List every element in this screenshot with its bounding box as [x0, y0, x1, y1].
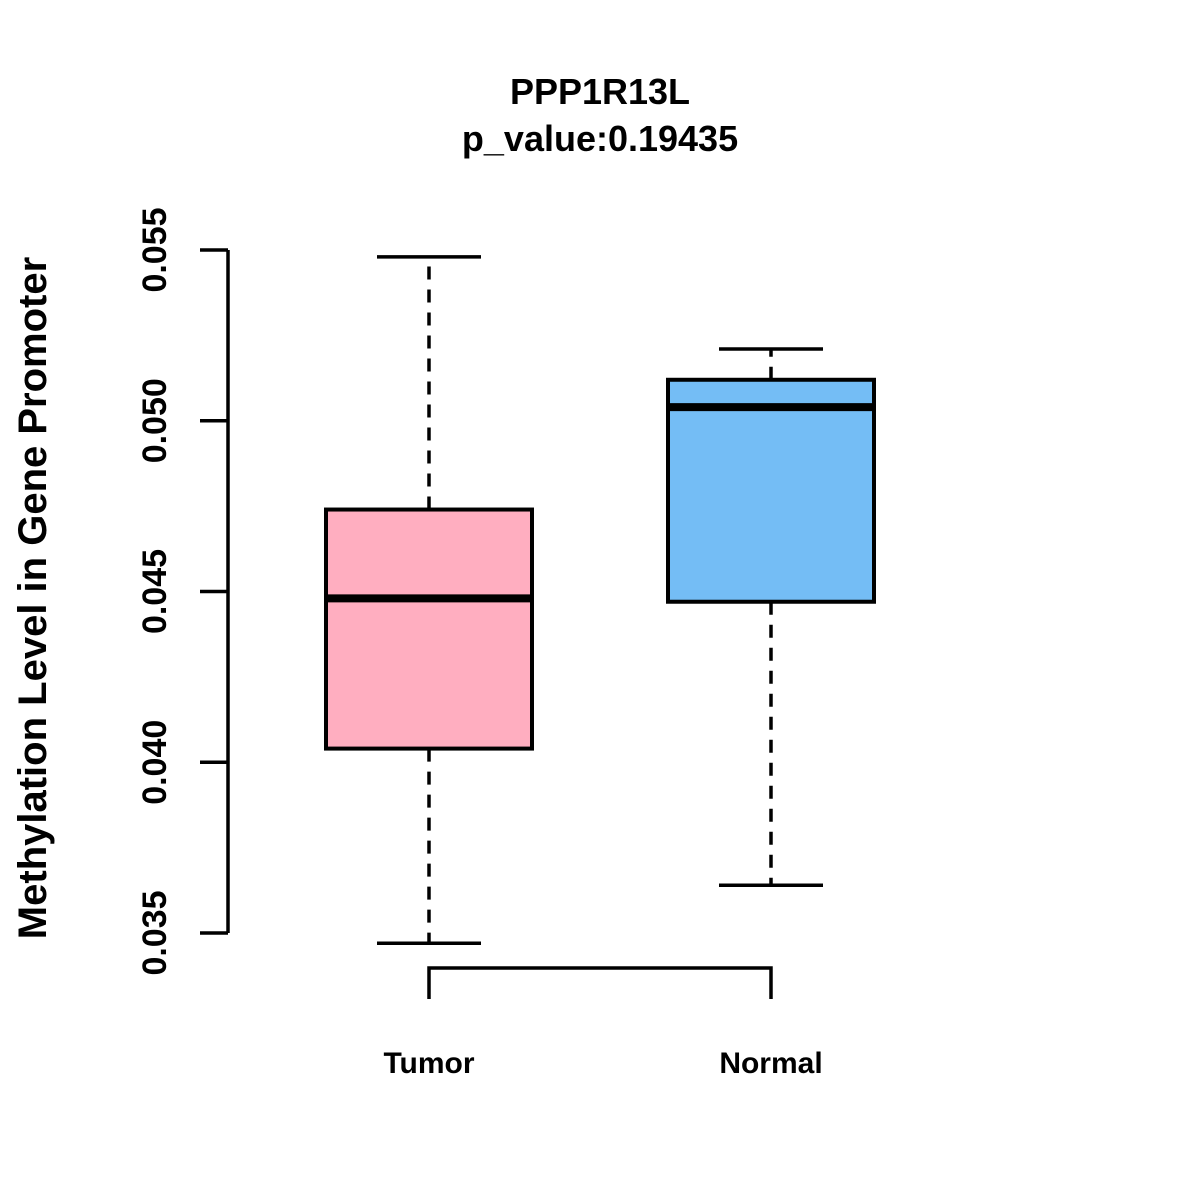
box-tumor — [324, 507, 534, 751]
y-axis: 0.035 0.040 0.045 0.050 0.055 — [136, 207, 230, 976]
y-tick-label: 0.040 — [136, 720, 174, 805]
chart-subtitle: p_value:0.19435 — [462, 118, 738, 159]
plot-area — [324, 255, 876, 945]
y-tick-label: 0.055 — [136, 207, 174, 292]
y-tick-label: 0.050 — [136, 378, 174, 463]
y-axis-label: Methylation Level in Gene Promoter — [11, 257, 55, 939]
chart-title: PPP1R13L — [510, 71, 690, 112]
x-category-label-normal: Normal — [719, 1047, 822, 1080]
y-tick-label: 0.035 — [136, 890, 174, 975]
x-category-label-tumor: Tumor — [383, 1047, 474, 1080]
x-axis-bracket — [427, 966, 773, 999]
box-normal — [666, 377, 876, 604]
x-axis: Tumor Normal — [383, 966, 823, 1080]
y-tick-label: 0.045 — [136, 549, 174, 634]
